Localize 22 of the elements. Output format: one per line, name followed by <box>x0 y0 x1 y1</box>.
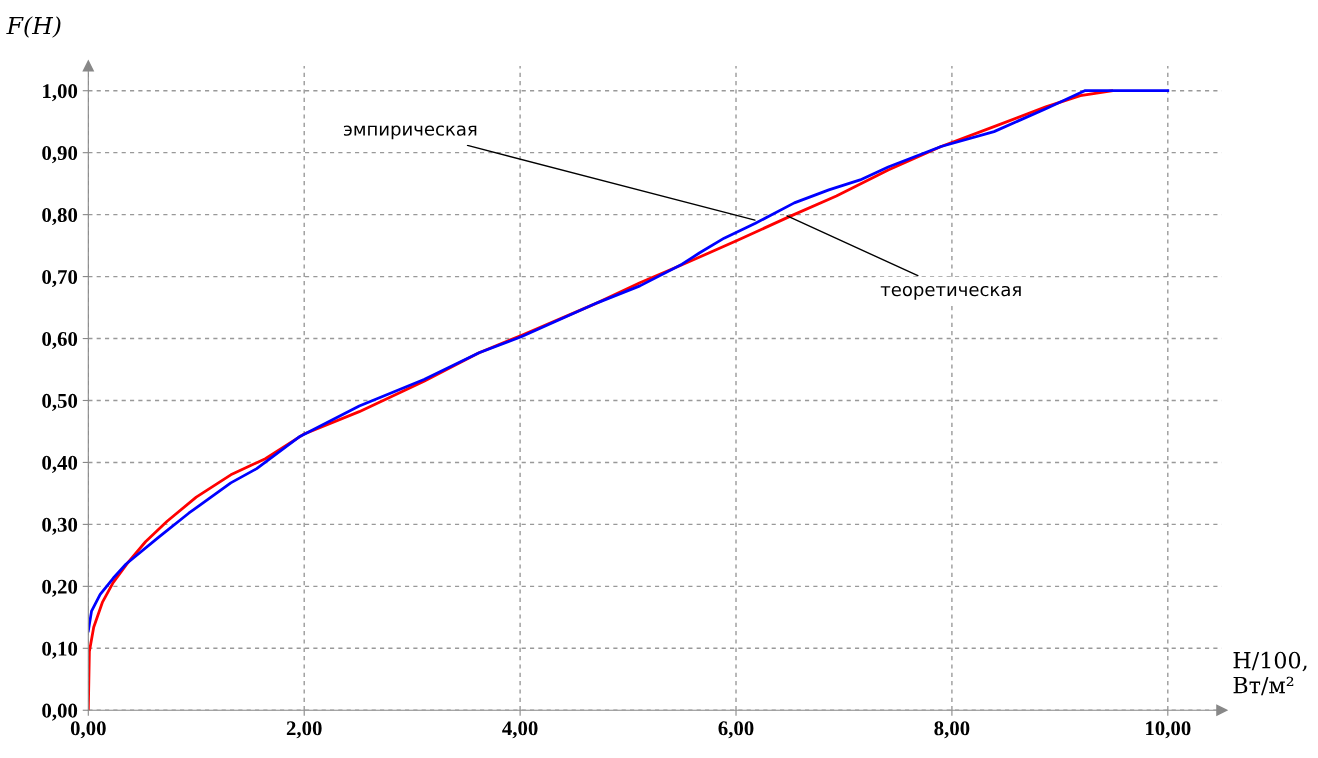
x-tick-label: 6,00 <box>718 721 754 739</box>
annotation: теоретическая <box>880 285 1021 300</box>
y-tick-label: 0,80 <box>42 208 78 226</box>
y-tick-label: 1,00 <box>43 84 78 102</box>
x-tick-label: 10,00 <box>1146 721 1191 739</box>
y-tick-label: 0,70 <box>42 269 78 288</box>
x-tick-label: 0,00 <box>70 721 106 739</box>
y-tick-label: 0,10 <box>42 641 78 659</box>
x-axis-title: H/100, Вт/м² <box>1233 651 1307 696</box>
x-tick-label: 4,00 <box>502 721 538 739</box>
y-tick-label: 0,00 <box>42 703 78 721</box>
x-tick-label: 8,00 <box>934 721 970 739</box>
y-tick-label: 0,20 <box>42 579 78 597</box>
y-axis-title: F(H) <box>6 16 61 38</box>
y-tick-label: 0,60 <box>42 331 78 349</box>
y-tick-label: 0,30 <box>42 517 78 535</box>
line-series <box>88 89 1170 633</box>
y-tick-label: 0,90 <box>42 146 78 164</box>
annotation: эмпирическая <box>343 125 477 140</box>
y-tick-label: 0,50 <box>42 393 78 411</box>
x-tick-label: 2,00 <box>286 721 322 739</box>
y-tick-label: 0,40 <box>42 455 78 473</box>
